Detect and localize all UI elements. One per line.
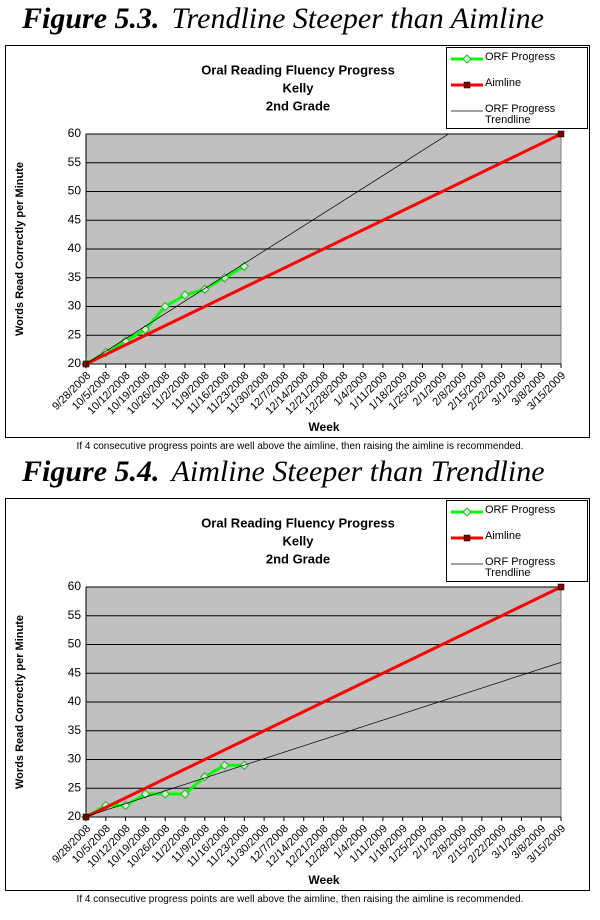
legend-entry: ORF Progress Trendline xyxy=(447,102,587,128)
legend-label: ORF Progress Trendline xyxy=(485,556,556,579)
chart-box: Oral Reading Fluency Progress Kelly 2nd Gr… xyxy=(5,498,590,891)
figure: Figure 5.3. Trendline Steeper than Aimlin… xyxy=(0,0,600,453)
caption: If 4 consecutive progress points are wel… xyxy=(76,441,524,452)
marker xyxy=(82,360,90,368)
legend-swatch xyxy=(451,563,483,565)
y-tick-label: 30 xyxy=(68,752,82,766)
legend-label: Aimline xyxy=(485,77,522,89)
y-tick-label: 25 xyxy=(68,780,82,794)
figure-title: Aimline Steeper than Trendline xyxy=(171,455,545,488)
figure-label: Figure 5.4. xyxy=(22,455,160,488)
x-axis-title: Week xyxy=(308,420,339,434)
chart-subtitle: 2nd Grade xyxy=(266,551,330,566)
y-tick-label: 45 xyxy=(68,212,82,226)
chart-subtitle: Kelly xyxy=(282,533,314,548)
legend-swatch xyxy=(451,54,483,64)
series xyxy=(85,585,562,819)
chart: Oral Reading Fluency Progress Kelly 2nd Gr… xyxy=(14,62,568,434)
series-line xyxy=(85,585,562,819)
y-tick-label: 55 xyxy=(68,155,82,169)
legend: ORF Progress Aimline ORF Progress Trendlin… xyxy=(446,500,588,582)
marker xyxy=(463,81,471,89)
legend-swatch xyxy=(451,534,483,542)
chart-subtitle: Kelly xyxy=(282,80,314,95)
y-tick-label: 25 xyxy=(68,327,82,341)
caption: If 4 consecutive progress points are wel… xyxy=(76,894,524,905)
y-tick-label: 30 xyxy=(68,299,82,313)
y-tick-label: 60 xyxy=(68,579,82,593)
marker xyxy=(463,534,471,542)
figure-heading: Figure 5.3. Trendline Steeper than Aimlin… xyxy=(22,2,544,36)
marker xyxy=(160,301,170,312)
y-tick-label: 55 xyxy=(68,608,82,622)
y-tick-label: 60 xyxy=(68,126,82,140)
series xyxy=(85,132,562,366)
y-tick-label: 40 xyxy=(68,694,82,708)
series-line xyxy=(86,134,450,364)
figure-title: Trendline Steeper than Aimline xyxy=(171,2,544,35)
y-tick-label: 50 xyxy=(68,184,82,198)
legend-swatch xyxy=(451,81,483,89)
y-tick-label: 35 xyxy=(68,723,82,737)
y-tick-label: 50 xyxy=(68,637,82,651)
marker xyxy=(462,507,472,517)
y-tick-label: 20 xyxy=(68,356,82,370)
marker xyxy=(219,273,230,283)
y-axis-title: Words Read Correctly per Minute xyxy=(14,162,26,336)
marker xyxy=(557,130,565,138)
marker xyxy=(219,760,230,770)
marker xyxy=(462,54,472,64)
series-line xyxy=(85,132,562,366)
legend-entry: Aimline xyxy=(447,529,587,555)
y-tick-label: 45 xyxy=(68,665,82,679)
chart: Oral Reading Fluency Progress Kelly 2nd Gr… xyxy=(14,515,568,887)
marker xyxy=(82,813,90,821)
legend-entry: ORF Progress xyxy=(447,50,587,76)
series-line xyxy=(86,661,561,817)
legend-swatch xyxy=(451,507,483,517)
figure: Figure 5.4. Aimline Steeper than Trendlin… xyxy=(0,453,600,906)
marker xyxy=(557,583,565,591)
legend-entry: ORF Progress xyxy=(447,503,587,529)
marker xyxy=(140,789,151,799)
figure-label: Figure 5.3. xyxy=(22,2,160,35)
legend-entry: Aimline xyxy=(447,76,587,102)
legend-swatch xyxy=(451,110,483,112)
legend: ORF Progress Aimline ORF Progress Trendlin… xyxy=(446,47,588,129)
chart-title: Oral Reading Fluency Progress xyxy=(201,515,395,530)
x-axis-title: Week xyxy=(308,873,339,887)
legend-label: ORF Progress xyxy=(485,504,556,516)
legend-label: Aimline xyxy=(485,530,522,542)
series xyxy=(86,661,561,817)
chart-box: Oral Reading Fluency Progress Kelly 2nd Gr… xyxy=(5,45,590,438)
y-tick-label: 35 xyxy=(68,270,82,284)
marker xyxy=(160,789,170,799)
figure-heading: Figure 5.4. Aimline Steeper than Trendlin… xyxy=(22,455,545,489)
marker xyxy=(180,290,190,300)
y-tick-label: 40 xyxy=(68,241,82,255)
y-axis-title: Words Read Correctly per Minute xyxy=(14,615,26,789)
legend-label: ORF Progress Trendline xyxy=(485,103,556,126)
chart-title: Oral Reading Fluency Progress xyxy=(201,62,395,77)
marker xyxy=(180,789,190,799)
y-tick-label: 20 xyxy=(68,809,82,823)
legend-entry: ORF Progress Trendline xyxy=(447,555,587,581)
series xyxy=(86,134,450,364)
legend-label: ORF Progress xyxy=(485,51,556,63)
chart-subtitle: 2nd Grade xyxy=(266,98,330,113)
